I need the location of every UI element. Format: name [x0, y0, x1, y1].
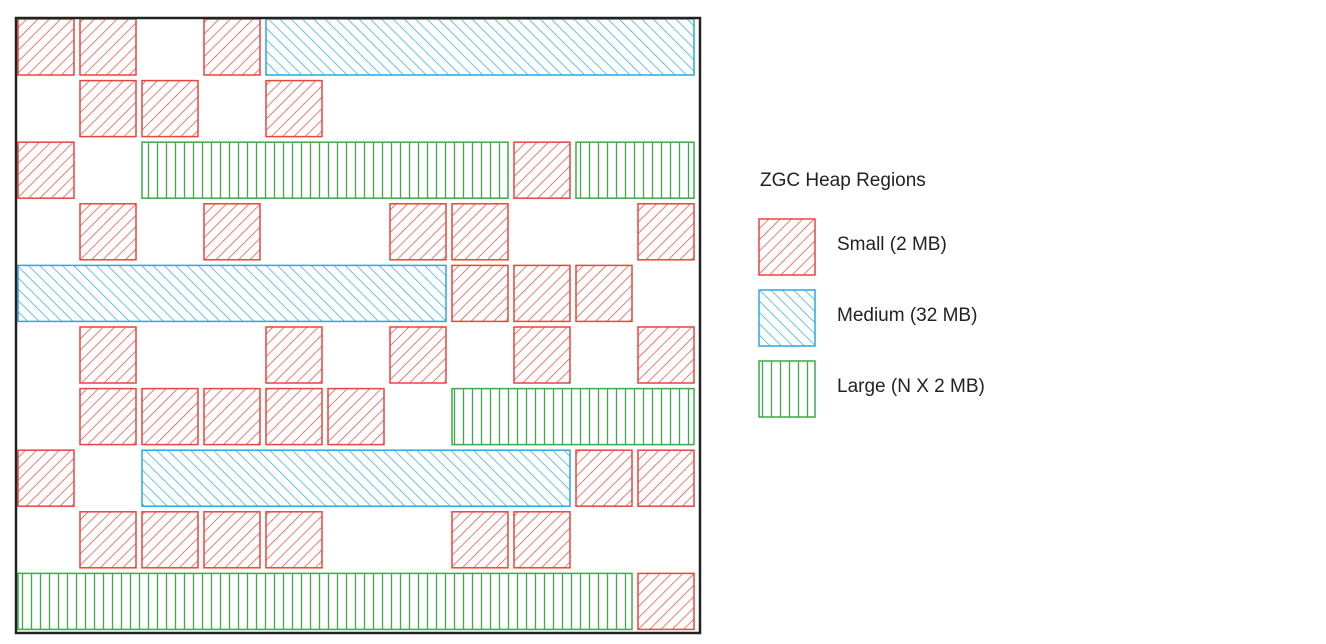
- small-region: [203, 511, 261, 569]
- small-region: [637, 572, 695, 631]
- small-region: [141, 387, 199, 446]
- large-region-swatch-icon: [758, 360, 816, 418]
- small-region: [79, 511, 137, 569]
- small-region: [513, 326, 571, 384]
- large-region: [141, 141, 509, 199]
- small-region: [203, 18, 261, 76]
- small-region: [265, 79, 323, 138]
- small-region: [17, 141, 75, 199]
- heap-border: [14, 16, 702, 635]
- small-region: [637, 203, 695, 261]
- small-region: [79, 18, 137, 76]
- legend-item-medium: Medium (32 MB): [758, 289, 1118, 347]
- medium-region: [265, 18, 695, 76]
- large-region: [17, 572, 633, 631]
- small-region: [79, 203, 137, 261]
- large-region: [575, 141, 695, 199]
- small-region: [389, 203, 447, 261]
- legend-label-small: Small (2 MB): [837, 234, 947, 255]
- small-region: [79, 326, 137, 384]
- small-region: [637, 326, 695, 384]
- small-region-swatch-icon: [758, 218, 816, 276]
- small-region: [451, 264, 509, 323]
- small-region: [451, 511, 509, 569]
- small-region: [141, 511, 199, 569]
- legend-item-small: Small (2 MB): [758, 218, 1118, 276]
- large-region: [451, 387, 695, 446]
- legend-label-medium: Medium (32 MB): [837, 305, 978, 326]
- small-region: [79, 387, 137, 446]
- small-region: [17, 18, 75, 76]
- medium-region: [141, 449, 571, 507]
- small-region: [265, 387, 323, 446]
- medium-region: [17, 264, 447, 323]
- small-region: [389, 326, 447, 384]
- small-region: [451, 203, 509, 261]
- small-region: [203, 387, 261, 446]
- small-region: [17, 449, 75, 507]
- small-region: [637, 449, 695, 507]
- heap-diagram: [14, 16, 702, 635]
- small-region: [265, 326, 323, 384]
- small-region: [513, 511, 571, 569]
- small-region: [513, 264, 571, 323]
- legend: ZGC Heap Regions Small (2 MB) Medium (32…: [758, 170, 1118, 431]
- medium-region-swatch-icon: [758, 289, 816, 347]
- small-region: [79, 79, 137, 138]
- small-region: [513, 141, 571, 199]
- legend-item-large: Large (N X 2 MB): [758, 360, 1118, 418]
- legend-label-large: Large (N X 2 MB): [837, 376, 985, 397]
- small-region: [575, 449, 633, 507]
- small-region: [575, 264, 633, 323]
- legend-title: ZGC Heap Regions: [760, 170, 926, 191]
- small-region: [327, 387, 385, 446]
- small-region: [265, 511, 323, 569]
- small-region: [203, 203, 261, 261]
- small-region: [141, 79, 199, 138]
